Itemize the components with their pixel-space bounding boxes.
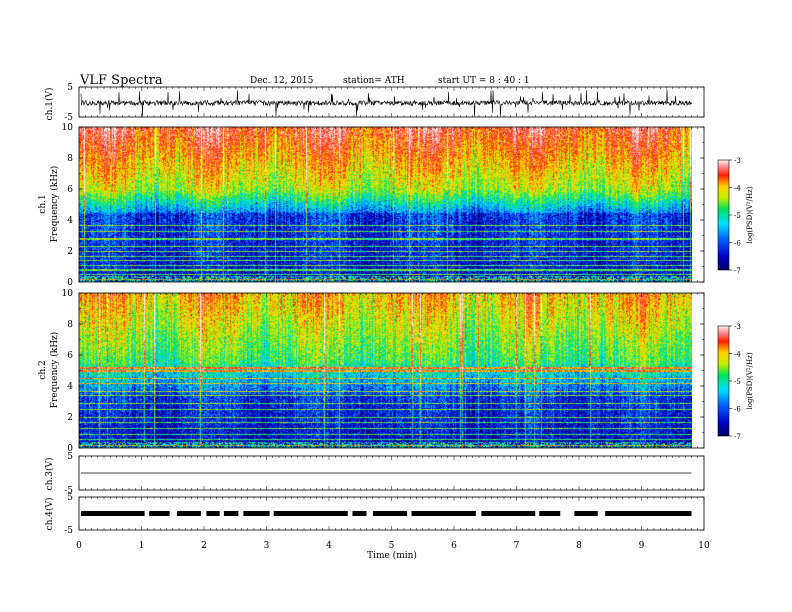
date-label: Dec. 12, 2015 — [250, 76, 314, 86]
x-tick-label: 8 — [576, 541, 582, 551]
x-tick-label: 1 — [139, 541, 145, 551]
ch2-colorbar: log(PSD)(V²/Hz) -3 -4 -5 -6 -7 — [717, 323, 754, 441]
x-tick-label: 4 — [326, 541, 332, 551]
ch4-waveform-panel: 5 -5 — [64, 493, 705, 536]
colorbar-tick-label: -4 — [734, 185, 741, 193]
ch1-spectrogram-image — [79, 127, 692, 282]
ch4-gap — [269, 510, 274, 517]
y-tick-label: 5 — [67, 493, 73, 503]
x-tick-label: 6 — [451, 541, 457, 551]
ch4-gap — [535, 510, 540, 517]
y-tick-label: 0 — [67, 278, 73, 288]
colorbar-tick-label: -4 — [734, 351, 741, 359]
x-tick-label: 3 — [264, 541, 270, 551]
ch1-colorbar-gradient — [717, 159, 730, 271]
ch4-gap — [567, 510, 575, 517]
ch1-channel-label: ch.1 — [38, 194, 48, 213]
y-tick-label: 10 — [62, 123, 74, 133]
colorbar-tick-label: -3 — [734, 157, 741, 165]
ch4-gap — [347, 510, 353, 517]
y-tick-label: -5 — [64, 526, 73, 536]
time-axis: 0 1 2 3 4 5 6 7 8 9 10 — [76, 541, 710, 551]
y-tick-label: 4 — [67, 216, 73, 226]
ch4-gap — [219, 510, 224, 517]
ch4-gap — [169, 510, 177, 517]
ch4-gap — [407, 510, 412, 517]
colorbar-tick-label: -5 — [734, 212, 741, 220]
colorbar-tick-label: -6 — [734, 406, 741, 414]
ch1-ylabel: ch.1(V) — [44, 88, 55, 121]
figure-title: VLF Spectra — [79, 73, 163, 88]
y-tick-label: -5 — [64, 486, 73, 496]
colorbar-tick-label: -6 — [734, 240, 741, 248]
ch4-gap — [560, 510, 575, 517]
ch1-frequency-label: Frequency (kHz) — [49, 166, 60, 243]
ch2-spectrogram-image — [79, 293, 692, 448]
x-tick-label: 0 — [76, 541, 82, 551]
ch4-waveform-band — [81, 511, 692, 516]
colorbar-tick-label: -5 — [734, 378, 741, 386]
station-label: station= ATH — [343, 76, 405, 86]
y-tick-label: 6 — [67, 185, 73, 195]
time-axis-label: Time (min) — [367, 550, 417, 561]
ch4-gap — [475, 510, 482, 517]
ch4-gap — [238, 510, 244, 517]
ch1-waveform-panel: 5 -5 — [64, 83, 705, 123]
colorbar-tick-label: -3 — [734, 323, 741, 331]
y-tick-label: 5 — [67, 83, 73, 93]
ch3-ylabel: ch.3(V) — [44, 458, 55, 491]
ch2-channel-label: ch.2 — [38, 360, 48, 379]
x-tick-label: 9 — [639, 541, 645, 551]
ch1-spectrogram-panel: 0 2 4 6 8 10 — [62, 123, 705, 288]
ch2-colorbar-label: log(PSD)(V²/Hz) — [746, 352, 754, 409]
y-tick-label: 8 — [67, 320, 73, 330]
y-tick-label: -5 — [64, 113, 73, 123]
ch2-colorbar-gradient — [717, 325, 730, 437]
ch4-gap — [597, 510, 606, 517]
x-tick-label: 5 — [389, 541, 395, 551]
y-tick-label: 0 — [67, 444, 73, 454]
colorbar-tick-label: -7 — [734, 267, 741, 275]
ch2-frequency-label: Frequency (kHz) — [49, 332, 60, 409]
y-tick-label: 2 — [67, 413, 73, 423]
y-tick-label: 2 — [67, 247, 73, 257]
colorbar-tick-label: -7 — [734, 433, 741, 441]
ch4-gap — [144, 510, 150, 517]
ch3-waveform-panel: 5 -5 — [64, 452, 705, 496]
ch4-ylabel: ch.4(V) — [44, 498, 55, 531]
ch1-colorbar-label: log(PSD)(V²/Hz) — [746, 186, 754, 243]
y-tick-label: 10 — [62, 289, 74, 299]
ch4-gap — [366, 510, 373, 517]
ch2-spectrogram-panel: 0 2 4 6 8 10 — [62, 289, 705, 454]
ch4-gap — [200, 510, 207, 517]
ch1-colorbar: log(PSD)(V²/Hz) -3 -4 -5 -6 -7 — [717, 157, 754, 275]
y-tick-label: 6 — [67, 351, 73, 361]
y-tick-label: 8 — [67, 154, 73, 164]
start-time-label: start UT = 8 : 40 : 1 — [438, 76, 530, 86]
ch1-waveform-line — [80, 89, 692, 117]
x-tick-label: 7 — [514, 541, 520, 551]
x-tick-label: 2 — [201, 541, 207, 551]
y-tick-label: 4 — [67, 382, 73, 392]
y-tick-label: 5 — [67, 452, 73, 462]
x-tick-label: 10 — [698, 541, 710, 551]
